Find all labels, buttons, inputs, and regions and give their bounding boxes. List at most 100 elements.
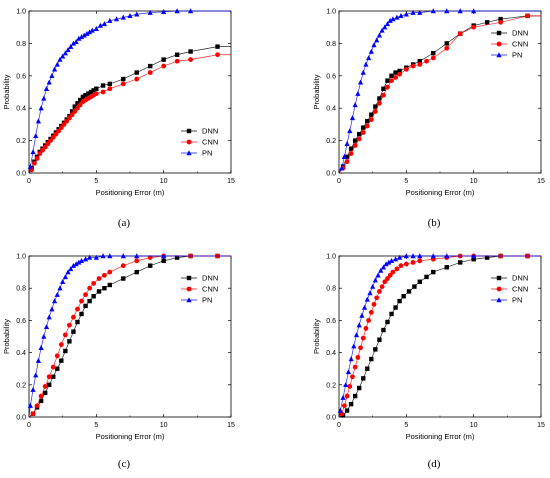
point-pn [87,29,93,35]
point-dnn [357,131,362,137]
point-pn [27,402,33,408]
point-cnn [71,314,76,320]
point-cnn [410,63,416,69]
point-pn [41,95,47,101]
chart-panel-4: 0 5 10 15 0.0 0.2 0.4 0.6 0.8 1.0 Positioning Erro… [312,253,545,470]
point-cnn [83,292,88,298]
x-axis-label: Positioning Error (m) [96,188,165,197]
y-axis-label: Probability [2,319,11,354]
point-pn [382,24,388,30]
legend-marker-pn [186,297,192,303]
point-cnn [147,70,153,75]
point-cnn [91,280,97,286]
point-pn [49,306,55,312]
point-dnn [361,125,366,130]
point-cnn [72,109,78,114]
x-tick-label: 5 [404,178,408,185]
point-cnn [96,276,102,281]
point-pn [379,27,385,33]
legend-marker-pn [186,150,192,156]
point-cnn [77,102,83,108]
point-pn [78,34,85,40]
legend: DNN CNN PN [181,274,218,305]
point-pn [471,253,477,259]
point-dnn [174,255,180,260]
point-pn [410,9,416,15]
point-pn [49,73,55,78]
point-dnn [352,393,358,399]
point-pn [347,128,353,134]
point-dnn [42,390,48,396]
point-pn [359,312,365,318]
point-dnn [51,374,56,379]
series-line-pn [338,255,541,418]
x-tick-label: 15 [537,422,545,429]
legend-marker-dnn [186,128,192,134]
point-cnn [444,45,450,51]
point-pn [84,30,90,36]
point-pn [30,149,36,155]
point-dnn [94,86,99,91]
point-pn [444,8,450,14]
point-dnn [161,258,166,264]
x-tick-label: 0 [27,422,31,429]
point-cnn [347,384,353,389]
point-cnn [31,160,37,166]
point-cnn [34,403,40,409]
y-tick-label: 0.0 [16,415,26,422]
point-dnn [72,104,77,109]
point-pn [398,13,404,19]
point-pn [343,382,349,387]
point-cnn [374,295,380,301]
point-pn [101,21,108,27]
point-cnn [75,306,80,312]
x-tick-label: 10 [470,422,478,429]
point-cnn [100,89,106,95]
point-dnn [412,284,417,289]
point-dnn [458,260,463,265]
y-tick-label: 0.8 [326,41,336,48]
plot-frame [338,10,542,174]
point-dnn [102,286,107,291]
x-tick-label: 15 [537,178,545,185]
series-layer [27,8,231,174]
point-pn [57,56,63,62]
point-pn [76,35,82,41]
point-pn [46,79,52,85]
point-cnn [377,100,382,106]
point-cnn [48,138,53,144]
point-cnn [161,63,167,69]
y-axis-label: Probability [312,74,321,109]
point-cnn [397,71,402,77]
point-cnn [120,81,126,87]
point-cnn [410,260,416,265]
point-cnn [30,411,36,417]
point-pn [120,253,126,259]
point-dnn [352,138,358,143]
point-dnn [401,294,406,299]
series-line-cnn [28,255,231,418]
point-cnn [102,272,107,278]
point-cnn [525,13,530,19]
point-cnn [348,151,354,156]
legend-label-dnn: DNN [202,127,218,136]
point-pn [70,40,77,46]
point-dnn [75,101,80,106]
panel-caption: (a) [118,217,131,229]
point-dnn [88,89,94,95]
point-pn [65,269,71,275]
y-tick-label: 1.0 [16,9,26,16]
point-cnn [344,159,350,165]
point-dnn [80,94,86,100]
point-pn [57,285,63,291]
point-cnn [381,92,386,98]
point-pn [363,61,369,67]
point-pn [430,8,436,14]
point-cnn [37,151,43,156]
point-dnn [121,76,126,82]
point-cnn [387,272,393,278]
point-cnn [403,66,409,72]
y-tick-label: 0.0 [326,415,336,422]
point-cnn [344,393,350,399]
point-dnn [107,282,112,288]
